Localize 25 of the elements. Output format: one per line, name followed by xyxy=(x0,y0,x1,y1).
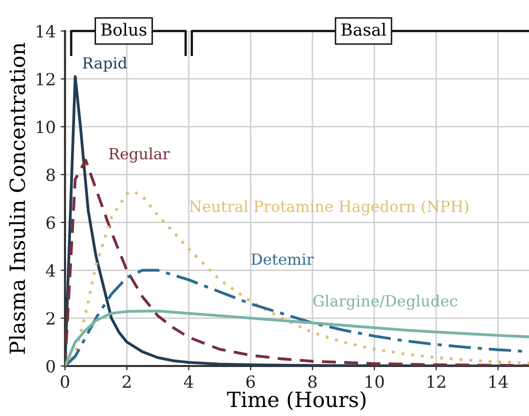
annotation: Bolus xyxy=(101,22,146,36)
text: Detemir xyxy=(251,253,314,265)
y-tick-label: 10 xyxy=(36,120,55,134)
x-tick-label: 4 xyxy=(184,375,194,388)
series-label: Glargine/Degludec xyxy=(313,294,458,310)
y-axis-title: Plasma Insulin Concentration xyxy=(9,42,26,354)
x-axis-title: Time (Hours) xyxy=(227,391,366,410)
y-tick-label: 2 xyxy=(46,312,54,324)
x-tick-label: 12 xyxy=(428,375,446,388)
x-tick-label: 14 xyxy=(489,375,508,388)
series-label: Regular xyxy=(109,148,170,163)
x-tick-label: 0 xyxy=(60,375,70,388)
x-tick-label: 8 xyxy=(308,375,317,388)
x-tick-label: 2 xyxy=(122,375,131,388)
y-tick-label: 6 xyxy=(46,216,55,229)
x-tick-label: 10 xyxy=(366,375,384,388)
y-tick-label: 14 xyxy=(36,24,56,38)
y-tick-label: 12 xyxy=(36,72,54,86)
y-tick-label: 0 xyxy=(46,360,55,373)
series-label: Neutral Protamine Hagedorn (NPH) xyxy=(189,200,468,216)
annotation: Basal xyxy=(341,22,386,36)
y-tick-label: 8 xyxy=(46,168,55,182)
series-label: Rapid xyxy=(82,56,127,72)
x-tick-label: 6 xyxy=(246,375,255,388)
y-tick-label: 4 xyxy=(46,264,56,277)
